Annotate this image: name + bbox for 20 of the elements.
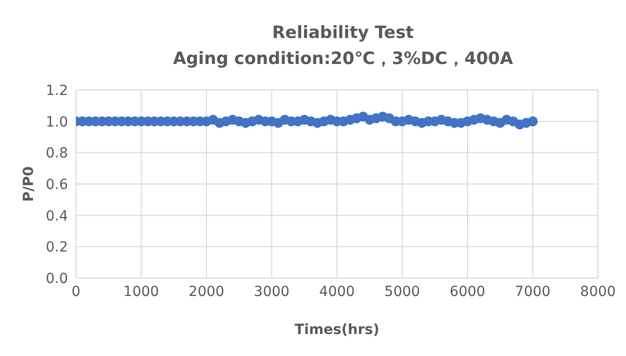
x-tick-label: 1000 xyxy=(123,284,160,300)
x-tick-label: 3000 xyxy=(254,284,290,300)
y-tick-label: 0.2 xyxy=(46,240,68,256)
y-tick-label: 1.2 xyxy=(46,82,68,99)
y-tick-label: 0.8 xyxy=(46,146,68,162)
y-tick-label: 1.0 xyxy=(46,114,68,130)
x-tick-label: 0 xyxy=(72,284,80,300)
chart-subtitle: Aging condition:20℃，3%DC，400A xyxy=(172,48,514,71)
x-axis-title: Times(hrs) xyxy=(294,322,380,338)
y-tick-label: 0.0 xyxy=(46,270,68,287)
chart-title: Reliability Test xyxy=(271,22,415,45)
y-tick-label: 0.6 xyxy=(46,176,68,193)
y-tick-label: 0.4 xyxy=(46,208,68,224)
y-axis-title: P/P0 xyxy=(20,166,37,202)
x-tick-label: 5000 xyxy=(384,284,420,300)
x-tick-label: 2000 xyxy=(188,284,224,300)
x-tick-label: 6000 xyxy=(450,284,486,300)
x-tick-label: 8000 xyxy=(580,284,616,300)
x-tick-label: 7000 xyxy=(514,284,551,300)
x-tick-label: 4000 xyxy=(319,284,355,300)
